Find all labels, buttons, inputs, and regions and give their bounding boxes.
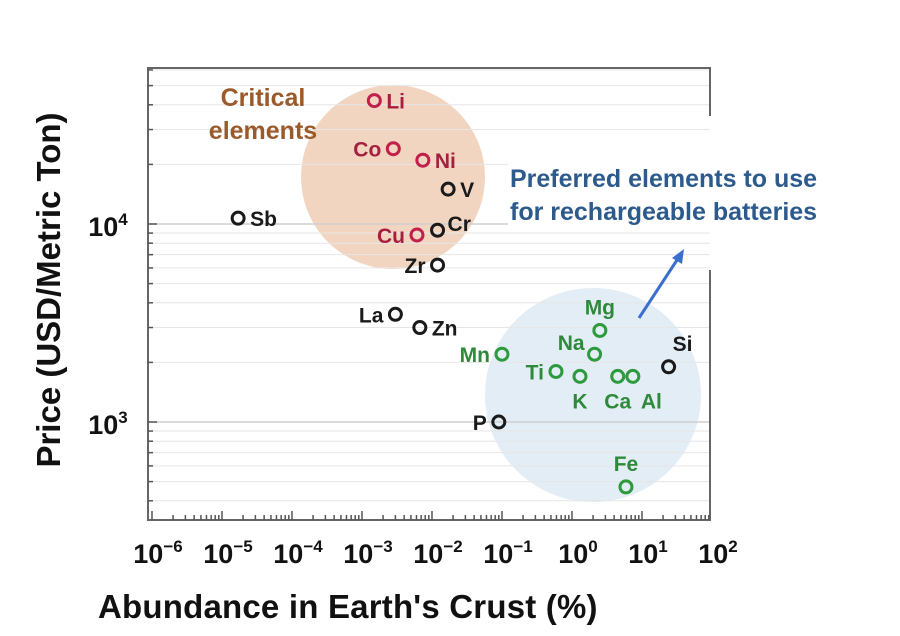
x-tick-label: 100 (558, 537, 598, 569)
point-label-na: Na (558, 332, 585, 355)
point-label-li: Li (386, 91, 405, 114)
point-label-v: V (460, 179, 474, 202)
x-tick-label: 10−3 (343, 537, 392, 569)
marker-cr (430, 222, 446, 238)
point-label-fe: Fe (614, 453, 639, 476)
marker-fe (618, 479, 634, 495)
point-label-ca: Ca (604, 390, 631, 413)
critical-elements-annotation: Critical elements (196, 82, 330, 148)
point-label-k: K (572, 390, 587, 413)
point-label-ni: Ni (435, 150, 456, 173)
marker-ni (415, 152, 431, 168)
x-tick-label: 101 (628, 537, 668, 569)
marker-li (366, 93, 382, 109)
annotation-arrow (637, 249, 684, 319)
marker-co (385, 141, 401, 157)
point-label-mn: Mn (460, 344, 490, 367)
point-label-cu: Cu (377, 225, 405, 248)
marker-la (387, 306, 403, 322)
critical-line-1: Critical (220, 84, 306, 112)
tick-labels: 10−6 10−5 10−4 10−3 10−2 10−1 100 101 102 104 103 (88, 210, 738, 569)
marker-zr (430, 257, 446, 273)
point-label-mg: Mg (585, 296, 615, 319)
point-label-zn: Zn (432, 318, 458, 341)
y-tick-label: 103 (88, 408, 128, 440)
plot-frame (147, 67, 711, 521)
marker-ca (610, 368, 626, 384)
x-tick-label: 102 (698, 537, 738, 569)
point-label-co: Co (353, 139, 381, 162)
marker-al (625, 368, 641, 384)
marker-k (572, 368, 588, 384)
marker-p (491, 414, 507, 430)
preferred-line-1: Preferred elements to use (510, 165, 818, 193)
x-tick-label: 10−2 (413, 537, 462, 569)
preferred-region (485, 288, 701, 502)
x-tick-label: 10−4 (273, 537, 323, 569)
marker-mg (592, 322, 608, 338)
y-tick-label: 104 (88, 210, 128, 242)
marker-ti (548, 363, 564, 379)
y-axis-label: Price (USD/Metric Ton) (30, 112, 67, 468)
axis-ticks (148, 69, 710, 520)
marker-cu (409, 227, 425, 243)
x-tick-label: 10−5 (203, 537, 252, 569)
marker-na (587, 346, 603, 362)
gridlines (148, 69, 710, 502)
preferred-line-2: for rechargeable batteries (510, 198, 818, 226)
critical-line-2: elements (208, 117, 318, 145)
marker-v (440, 181, 456, 197)
preferred-elements-annotation: Preferred elements to use for rechargeab… (508, 163, 820, 229)
marker-si (661, 359, 677, 375)
point-label-ti: Ti (526, 361, 544, 384)
point-label-sb: Sb (250, 208, 277, 231)
point-label-al: Al (641, 390, 662, 413)
x-tick-label: 10−1 (483, 537, 532, 569)
marker-mn (494, 346, 510, 362)
marker-zn (412, 320, 428, 336)
point-label-zr: Zr (405, 255, 426, 278)
point-label-p: P (473, 412, 487, 435)
x-tick-label: 10−6 (133, 537, 182, 569)
point-label-la: La (359, 304, 384, 327)
point-label-cr: Cr (448, 213, 471, 236)
x-axis-label: Abundance in Earth's Crust (%) (98, 588, 598, 625)
marker-sb (230, 210, 246, 226)
point-label-si: Si (673, 333, 693, 356)
